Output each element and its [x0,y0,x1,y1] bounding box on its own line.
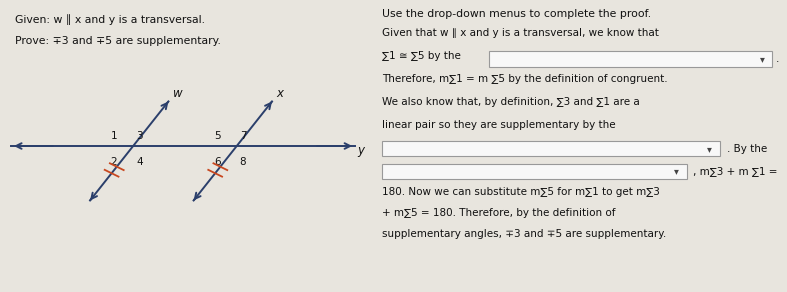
Text: ▾: ▾ [708,144,712,154]
Bar [382,164,687,179]
Text: 4: 4 [136,157,142,167]
Text: . By the: . By the [726,144,767,154]
Text: 3: 3 [136,131,142,141]
Text: w: w [173,87,183,100]
Text: + m∑5 = 180. Therefore, by the definition of: + m∑5 = 180. Therefore, by the definitio… [382,208,616,218]
Text: x: x [276,87,283,100]
Text: ▾: ▾ [759,54,764,64]
Text: Use the drop-down menus to complete the proof.: Use the drop-down menus to complete the … [382,9,652,19]
Text: 5: 5 [214,131,221,141]
Text: 8: 8 [240,157,246,167]
Text: 180. Now we can substitute m∑5 for m∑1 to get m∑3: 180. Now we can substitute m∑5 for m∑1 t… [382,187,660,197]
Text: .: . [776,54,779,64]
Text: Given that w ∥ x and y is a transversal, we know that: Given that w ∥ x and y is a transversal,… [382,28,660,38]
Text: ∑1 ≅ ∑5 by the: ∑1 ≅ ∑5 by the [382,51,461,60]
Text: 7: 7 [240,131,246,141]
Text: Prove: ∓3 and ∓5 are supplementary.: Prove: ∓3 and ∓5 are supplementary. [15,36,220,46]
Text: Therefore, m∑1 = m ∑5 by the definition of congruent.: Therefore, m∑1 = m ∑5 by the definition … [382,74,668,84]
Bar [489,51,772,67]
Bar [382,141,720,156]
Text: 1: 1 [111,131,117,141]
Text: 2: 2 [111,157,117,167]
Text: Given: w ∥ x and y is a transversal.: Given: w ∥ x and y is a transversal. [15,15,205,25]
Text: , m∑3 + m ∑1 =: , m∑3 + m ∑1 = [693,166,778,176]
Text: linear pair so they are supplementary by the: linear pair so they are supplementary by… [382,120,616,130]
Text: y: y [357,144,364,157]
Text: 6: 6 [214,157,221,167]
Text: supplementary angles, ∓3 and ∓5 are supplementary.: supplementary angles, ∓3 and ∓5 are supp… [382,229,667,239]
Text: We also know that, by definition, ∑3 and ∑1 are a: We also know that, by definition, ∑3 and… [382,97,640,107]
Text: ▾: ▾ [674,166,679,176]
